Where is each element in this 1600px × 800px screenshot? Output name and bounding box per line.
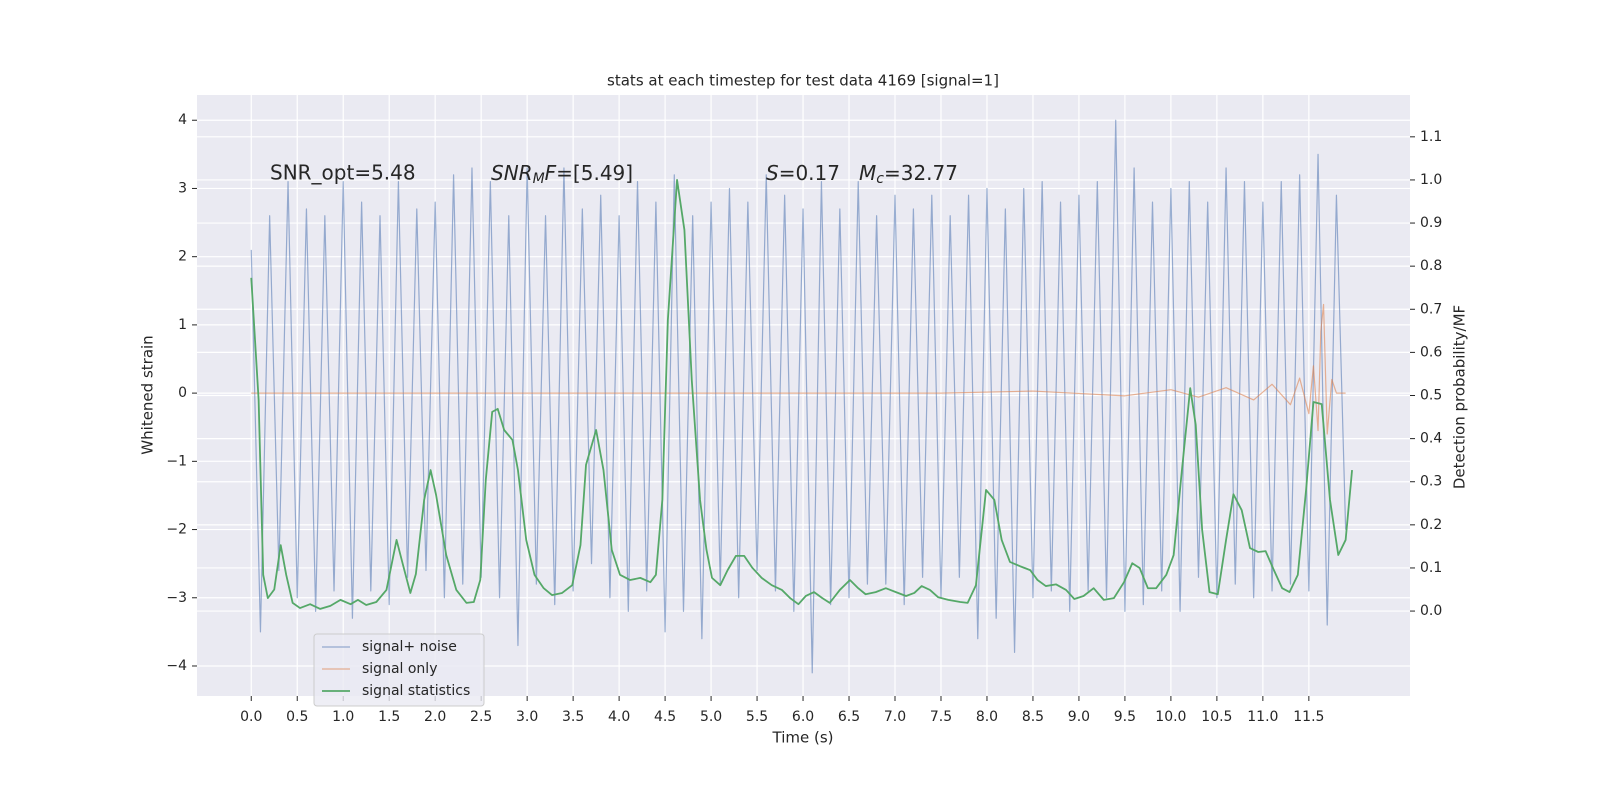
annotation-part: F xyxy=(545,161,557,185)
y2-tick-label: 0.3 xyxy=(1420,474,1442,490)
annotation: S=0.17 xyxy=(766,161,840,185)
x-tick-label: 1.5 xyxy=(378,709,400,725)
x-tick-label: 4.0 xyxy=(608,709,630,725)
y2-tick-label: 0.2 xyxy=(1420,517,1442,533)
y2-tick-label: 0.5 xyxy=(1420,388,1442,404)
annotation: Mc=32.77 xyxy=(859,161,958,188)
x-tick-label: 0.0 xyxy=(240,709,262,725)
x-tick-label: 8.0 xyxy=(976,709,998,725)
legend-label: signal statistics xyxy=(362,683,470,699)
annotation-part: M xyxy=(533,171,545,187)
legend: signal+ noise signal only signal statistic… xyxy=(313,633,485,707)
x-tick-label: 7.5 xyxy=(930,709,952,725)
x-tick-label: 5.5 xyxy=(746,709,768,725)
annotation-part: =[5.49] xyxy=(556,161,633,185)
y2-tick-label: 0.7 xyxy=(1420,301,1442,317)
x-tick-label: 3.5 xyxy=(562,709,584,725)
y-tick-label: 4 xyxy=(178,112,187,128)
y2-tick-label: 0.6 xyxy=(1420,344,1442,360)
y2-axis-label: Detection probability/MF xyxy=(1451,305,1469,489)
annotation: SNR_opt=5.48 xyxy=(270,161,416,185)
legend-box xyxy=(313,633,485,707)
y2-tick-label: 1.1 xyxy=(1420,129,1442,145)
y-tick-label: 0 xyxy=(178,385,187,401)
y2-tick-label: 1.0 xyxy=(1420,172,1442,188)
y2-tick-label: 0.4 xyxy=(1420,431,1442,447)
y2-tick-label: 0.1 xyxy=(1420,560,1442,576)
annotation: SNRMF=[5.49] xyxy=(491,161,633,188)
x-tick-label: 1.0 xyxy=(332,709,354,725)
x-tick-label: 11.0 xyxy=(1247,709,1278,725)
y-tick-label: −1 xyxy=(166,453,187,469)
y-tick-label: 1 xyxy=(178,317,187,333)
x-tick-label: 0.5 xyxy=(286,709,308,725)
legend-label: signal only xyxy=(362,661,437,677)
x-tick-label: 4.5 xyxy=(654,709,676,725)
x-tick-label: 8.5 xyxy=(1022,709,1044,725)
x-tick-label: 5.0 xyxy=(700,709,722,725)
annotation-part: M xyxy=(859,161,876,185)
y-tick-label: 3 xyxy=(178,180,187,196)
axes: 0.0 0.5 1.0 1.5 2.0 2.5 3.0 3.5 4.0 4.5 5.0 5.5 6.0 6… xyxy=(166,112,1442,725)
y2-tick-label: 0.8 xyxy=(1420,258,1442,274)
y-axis-label: Whitened strain xyxy=(139,335,157,454)
x-tick-label: 9.5 xyxy=(1114,709,1136,725)
series-line xyxy=(251,303,1346,435)
x-tick-label: 10.0 xyxy=(1155,709,1186,725)
x-tick-label: 3.0 xyxy=(516,709,538,725)
legend-label: signal+ noise xyxy=(362,639,457,655)
annotation-part: =32.77 xyxy=(884,161,958,185)
series-line xyxy=(250,179,1353,610)
x-tick-label: 10.5 xyxy=(1201,709,1232,725)
x-tick-label: 9.0 xyxy=(1068,709,1090,725)
x-tick-label: 6.0 xyxy=(792,709,814,725)
annotation-part: SNR xyxy=(491,161,533,185)
data-layer xyxy=(250,119,1353,674)
chart-title: stats at each timestep for test data 416… xyxy=(607,72,999,90)
x-tick-label: 11.5 xyxy=(1293,709,1324,725)
x-tick-label: 2.0 xyxy=(424,709,446,725)
annotation-part: =0.17 xyxy=(779,161,840,185)
x-tick-label: 6.5 xyxy=(838,709,860,725)
x-tick-label: 7.0 xyxy=(884,709,906,725)
y-tick-label: 2 xyxy=(178,249,187,265)
y2-tick-label: 0.9 xyxy=(1420,215,1442,231)
series-line xyxy=(250,119,1347,674)
annotation-part: S xyxy=(766,161,779,185)
x-tick-label: 2.5 xyxy=(470,709,492,725)
y-tick-label: −3 xyxy=(166,590,187,606)
annotation-part: c xyxy=(876,171,884,187)
x-axis-label: Time (s) xyxy=(772,729,834,747)
y-tick-label: −2 xyxy=(166,522,187,538)
y-tick-label: −4 xyxy=(166,658,187,674)
y2-tick-label: 0.0 xyxy=(1420,603,1442,619)
